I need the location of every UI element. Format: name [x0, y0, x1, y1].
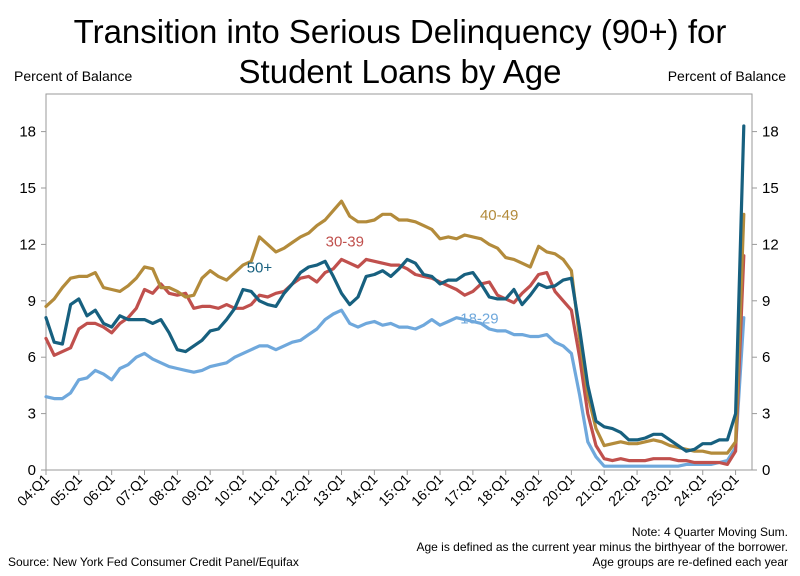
series-label-40-49: 40-49	[480, 207, 518, 224]
left-axis-unit: Percent of Balance	[14, 68, 133, 84]
y-tick-label-left: 12	[19, 236, 36, 253]
y-tick-label-right: 15	[762, 180, 779, 197]
series-label-50+: 50+	[247, 260, 273, 277]
series-label-30-39: 30-39	[326, 233, 364, 250]
right-axis-unit: Percent of Balance	[667, 68, 786, 84]
x-tick-label: 16:Q1	[408, 471, 446, 509]
x-tick-label: 11:Q1	[244, 471, 282, 509]
series-line-18-29	[44, 308, 746, 468]
y-tick-label-right: 3	[762, 406, 770, 423]
x-tick-label: 20:Q1	[539, 471, 577, 509]
x-tick-label: 09:Q1	[178, 471, 216, 509]
x-tick-label: 19:Q1	[506, 471, 544, 509]
y-tick-label-right: 9	[762, 293, 770, 310]
chart-title-line-2: Student Loans by Age	[238, 53, 562, 90]
x-tick-label: 07:Q1	[112, 471, 150, 509]
source-note: Source: New York Fed Consumer Credit Pan…	[8, 555, 299, 569]
series-line-40-49	[44, 199, 746, 455]
y-tick-label-left: 3	[28, 406, 36, 423]
y-tick-label-right: 0	[762, 462, 770, 479]
y-tick-label-right: 6	[762, 349, 770, 366]
y-tick-label-left: 0	[28, 462, 36, 479]
x-tick-label: 15:Q1	[375, 471, 413, 509]
chart-title-line-1: Transition into Serious Delinquency (90+…	[73, 13, 727, 50]
y-tick-label-left: 6	[28, 349, 36, 366]
y-tick-label-left: 9	[28, 293, 36, 310]
x-tick-label: 17:Q1	[441, 471, 479, 509]
x-tick-label: 05:Q1	[47, 471, 85, 509]
x-tick-label: 14:Q1	[342, 471, 380, 509]
footnote-1: Note: 4 Quarter Moving Sum.	[631, 525, 788, 539]
y-tick-label-right: 18	[762, 124, 779, 141]
chart-title: Transition into Serious Delinquency (90+…	[0, 12, 800, 92]
x-tick-label: 25:Q1	[703, 471, 741, 509]
x-tick-label: 13:Q1	[309, 471, 347, 509]
footnotes: Note: 4 Quarter Moving Sum. Age is defin…	[416, 525, 788, 570]
x-tick-label: 23:Q1	[638, 471, 676, 509]
series-label-18-29: 18-29	[460, 310, 498, 327]
y-tick-label-left: 18	[19, 124, 36, 141]
footnote-2: Age is defined as the current year minus…	[416, 540, 788, 554]
x-tick-label: 12:Q1	[277, 471, 315, 509]
x-tick-label: 18:Q1	[474, 471, 512, 509]
series-line-50+	[44, 124, 746, 453]
x-tick-label: 08:Q1	[145, 471, 183, 509]
x-tick-label: 22:Q1	[605, 471, 643, 509]
x-tick-label: 10:Q1	[211, 471, 249, 509]
y-tick-label-right: 12	[762, 236, 779, 253]
x-tick-label: 21:Q1	[572, 471, 610, 509]
plot-frame	[45, 93, 753, 471]
series-line-30-39	[44, 254, 746, 466]
y-tick-label-left: 15	[19, 180, 36, 197]
footnote-3: Age groups are re-defined each year	[592, 555, 788, 569]
x-tick-label: 06:Q1	[80, 471, 118, 509]
x-tick-label: 24:Q1	[671, 471, 709, 509]
